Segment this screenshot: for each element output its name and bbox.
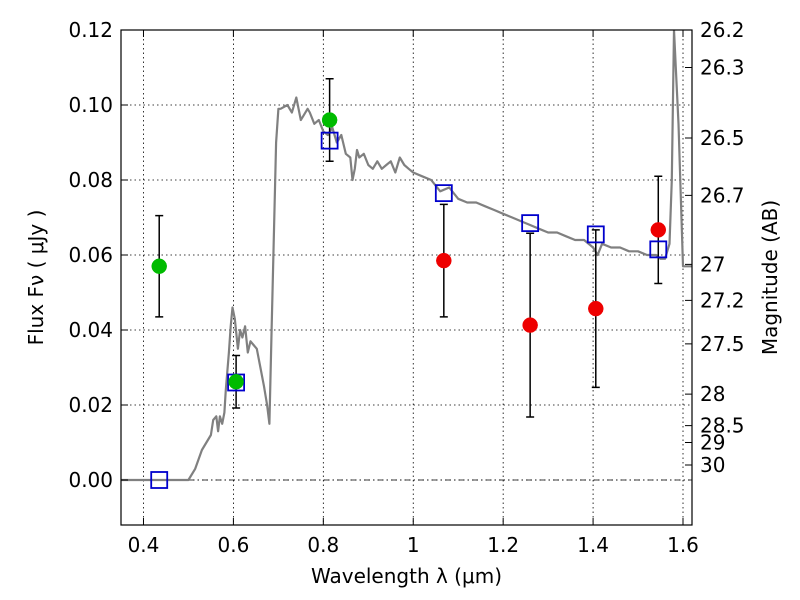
- y-tick-label: 0.02: [68, 393, 113, 417]
- photometry-point: [228, 374, 244, 390]
- model-flux-square: [434, 184, 453, 203]
- plot-marks: [121, 30, 692, 489]
- x-tick-label: 0.4: [128, 533, 160, 557]
- photometry-point: [151, 258, 167, 274]
- photometry-point: [436, 252, 452, 269]
- y-tick-label: 0.00: [68, 468, 113, 492]
- model-flux-square: [320, 131, 339, 150]
- mag-tick-label: 26.7: [700, 183, 745, 207]
- photometry-point: [321, 112, 338, 128]
- mag-tick-label: 26.5: [700, 126, 745, 150]
- model-flux-square: [150, 471, 169, 489]
- model-spectrum-line: [121, 30, 692, 482]
- mag-tick-label: 27: [700, 252, 725, 276]
- axis-ticks: 0.4 0.6 0.8 1 1.2 1.4 1.6 0.00 0.02 0.04 0.06 0.08 0…: [68, 18, 744, 557]
- x-tick-label: 0.6: [217, 533, 249, 557]
- y-tick-label: 0.08: [68, 168, 113, 192]
- model-flux-square: [521, 214, 540, 233]
- y-tick-label: 0.10: [68, 93, 113, 117]
- mag-tick-label: 27.5: [700, 332, 745, 356]
- grid: [121, 29, 692, 525]
- x-tick-label: 1.2: [487, 533, 519, 557]
- photometry-point: [650, 222, 667, 238]
- model-flux-square: [586, 225, 605, 244]
- y-axis-label: Flux Fν ( μJy ): [24, 210, 48, 346]
- mag-tick-label: 28: [700, 382, 725, 406]
- plot-frame: [120, 29, 693, 526]
- x-tick-label: 1.4: [577, 533, 609, 557]
- model-flux-square: [649, 240, 668, 259]
- y-tick-label: 0.06: [68, 243, 113, 267]
- mag-tick-label: 28.5: [700, 414, 745, 438]
- mag-tick-label: 29: [700, 431, 725, 455]
- mag-tick-label: 26.2: [700, 18, 745, 42]
- y-tick-label: 0.04: [68, 318, 113, 342]
- x-tick-label: 1: [407, 533, 420, 557]
- mag-tick-label: 27.2: [700, 288, 745, 312]
- x-axis-label: Wavelength λ (μm): [311, 564, 502, 588]
- photometry-point: [588, 300, 604, 317]
- right-axis-label: Magnitude (AB): [758, 200, 782, 355]
- x-tick-label: 1.6: [667, 533, 699, 557]
- mag-tick-label: 26.3: [700, 56, 745, 80]
- y-tick-label: 0.12: [68, 18, 113, 42]
- x-tick-label: 0.8: [307, 533, 339, 557]
- mag-tick-label: 30: [700, 453, 725, 477]
- photometry-point: [522, 317, 538, 333]
